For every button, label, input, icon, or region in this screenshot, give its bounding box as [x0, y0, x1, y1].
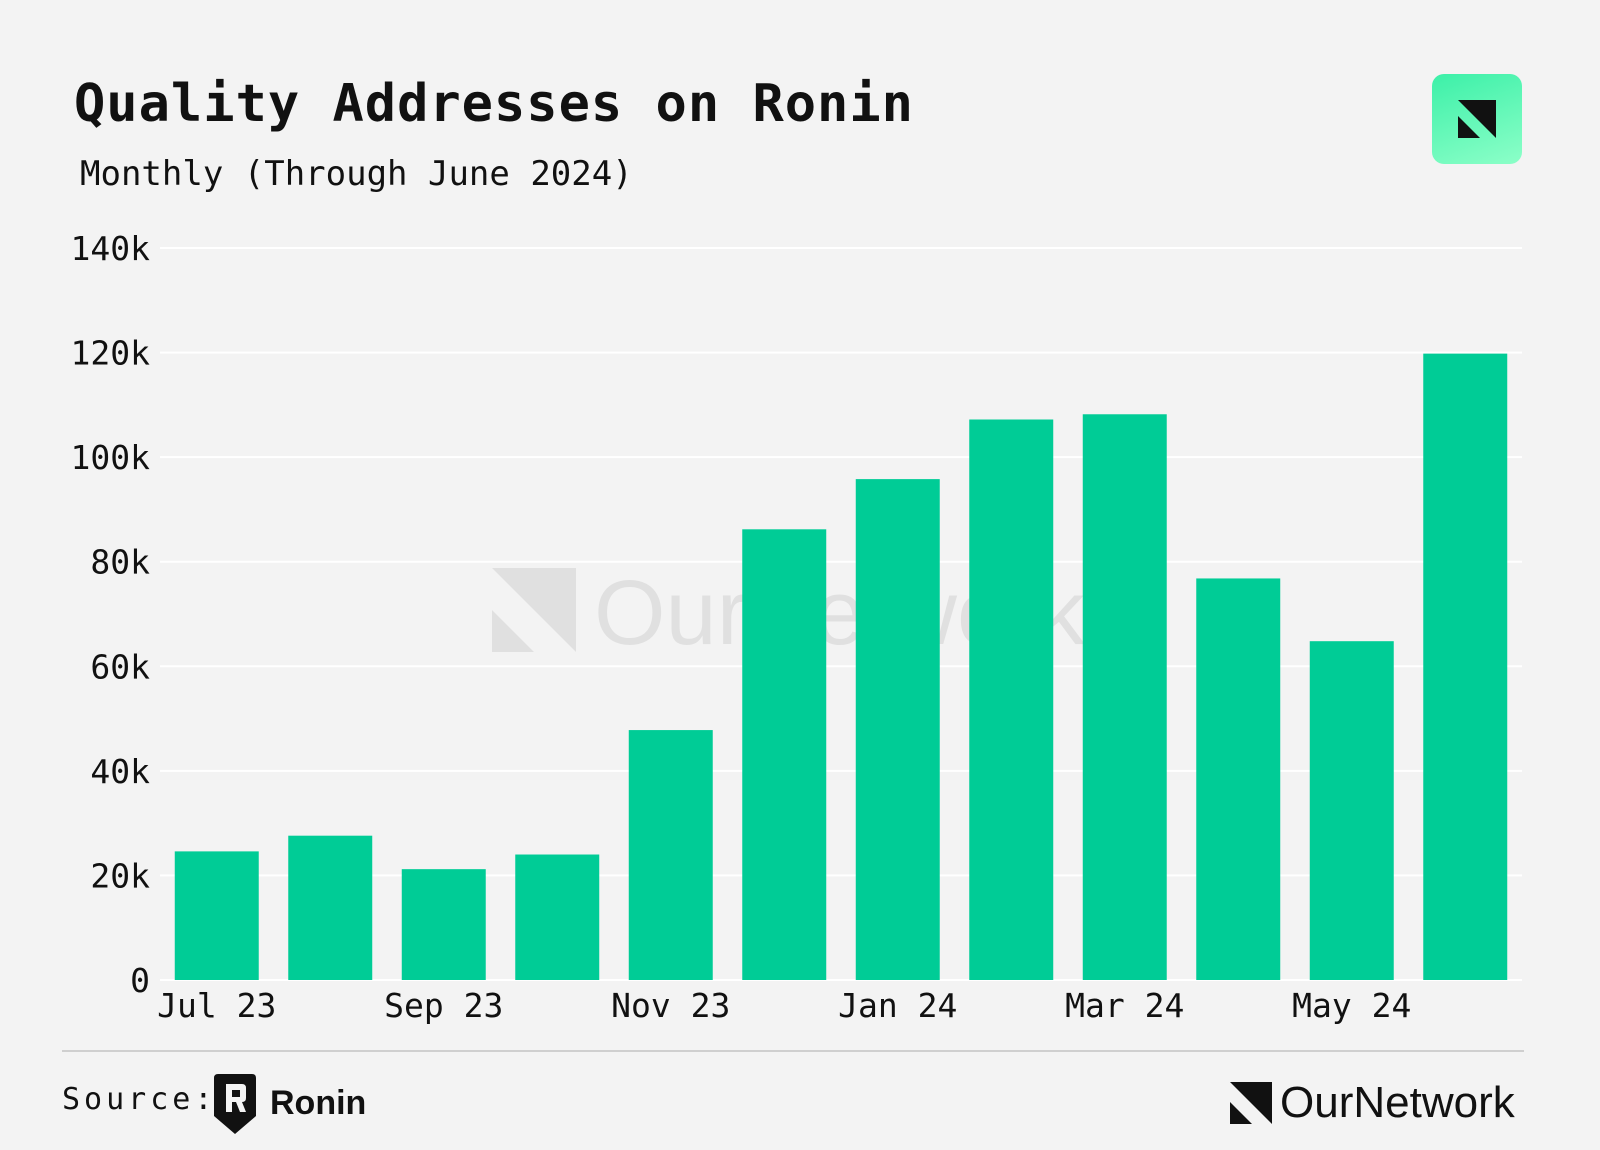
- bar-apr-24: [1196, 578, 1281, 980]
- x-tick-label: Sep 23: [384, 986, 503, 1025]
- footer-divider: [62, 1050, 1524, 1052]
- bar-jul-23: [174, 851, 259, 980]
- source-label: Source:: [62, 1082, 217, 1117]
- brand-name: OurNetwork: [1280, 1078, 1515, 1127]
- y-axis-ticks: 0 20k 40k 60k 80k 100k 120k 140k: [71, 229, 151, 1000]
- ournetwork-corner-logo-icon: [1432, 74, 1522, 164]
- bar-oct-23: [515, 854, 600, 980]
- bar-feb-24: [969, 419, 1054, 980]
- chart-title: Quality Addresses on Ronin: [74, 74, 914, 134]
- x-tick-label: Jan 24: [838, 986, 957, 1025]
- y-tick-label: 40k: [90, 752, 150, 791]
- y-tick-label: 60k: [90, 647, 150, 686]
- bar-may-24: [1309, 641, 1394, 980]
- y-tick-label: 120k: [71, 334, 151, 373]
- source-name: Ronin: [270, 1084, 367, 1122]
- bar-nov-23: [628, 730, 713, 980]
- ournetwork-mark-icon: [1230, 1082, 1272, 1124]
- y-tick-label: 100k: [71, 438, 151, 477]
- bars: [174, 353, 1508, 981]
- y-tick-label: 0: [130, 961, 150, 1000]
- x-tick-label: Nov 23: [611, 986, 730, 1025]
- x-tick-label: Jul 23: [157, 986, 276, 1025]
- x-tick-label: Mar 24: [1065, 986, 1184, 1025]
- bar-jun-24: [1423, 353, 1508, 980]
- y-tick-label: 20k: [90, 856, 150, 895]
- ronin-logo-icon: [214, 1074, 256, 1134]
- bar-mar-24: [1082, 414, 1167, 981]
- x-tick-label: May 24: [1292, 986, 1411, 1025]
- y-tick-label: 140k: [71, 229, 151, 268]
- chart-subtitle: Monthly (Through June 2024): [80, 154, 633, 194]
- y-tick-label: 80k: [90, 543, 150, 582]
- bar-jan-24: [855, 479, 940, 980]
- grid-lines: [160, 247, 1522, 981]
- bar-aug-23: [288, 835, 373, 980]
- x-axis-ticks: Jul 23 Sep 23 Nov 23 Jan 24 Mar 24 May 24: [157, 986, 1411, 1025]
- bar-dec-23: [742, 529, 827, 980]
- bar-sep-23: [401, 869, 486, 980]
